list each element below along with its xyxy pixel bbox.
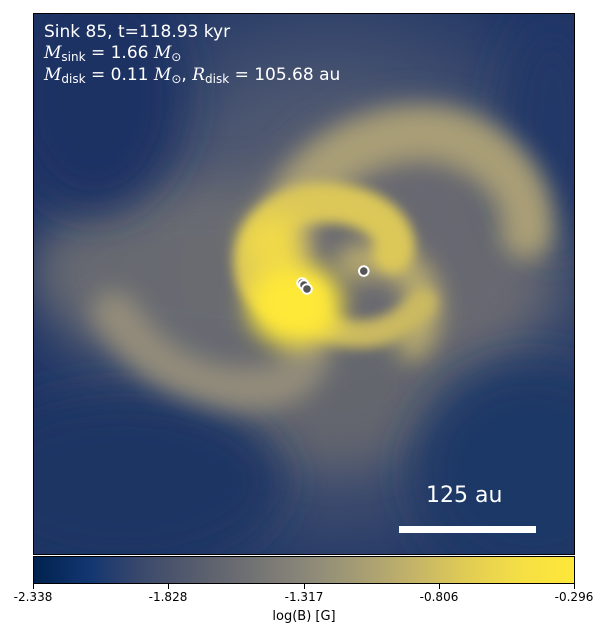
disk-properties: Mdisk = 0.11 M⊙, Rdisk = 105.68 au <box>44 65 341 86</box>
colorbar-tick <box>33 584 34 589</box>
colorbar-tick <box>439 584 440 589</box>
sink-marker <box>358 265 370 277</box>
sink-title: Sink 85, t=118.93 kyr <box>44 22 231 42</box>
colorbar-tick-label: -0.806 <box>419 590 459 604</box>
colorbar-label: log(B) [G] <box>272 609 336 624</box>
sink-marker <box>301 283 313 295</box>
sink-mass: Msink = 1.66 M⊙ <box>44 43 182 64</box>
colorbar-tick-label: -1.317 <box>284 590 324 604</box>
colorbar-tick <box>304 584 305 589</box>
colorbar-tick-label: -0.296 <box>554 590 594 604</box>
colorbar-tick-label: -2.338 <box>13 590 53 604</box>
colorbar-tick <box>168 584 169 589</box>
scale-bar <box>399 526 536 533</box>
magnetic-field-map: Sink 85, t=118.93 kyr Msink = 1.66 M⊙ Md… <box>33 13 575 555</box>
sink-markers <box>296 265 370 295</box>
colorbar <box>33 556 575 584</box>
scale-bar-label: 125 au <box>426 483 503 508</box>
colorbar-tick-label: -1.828 <box>148 590 188 604</box>
colorbar-tick <box>574 584 575 589</box>
